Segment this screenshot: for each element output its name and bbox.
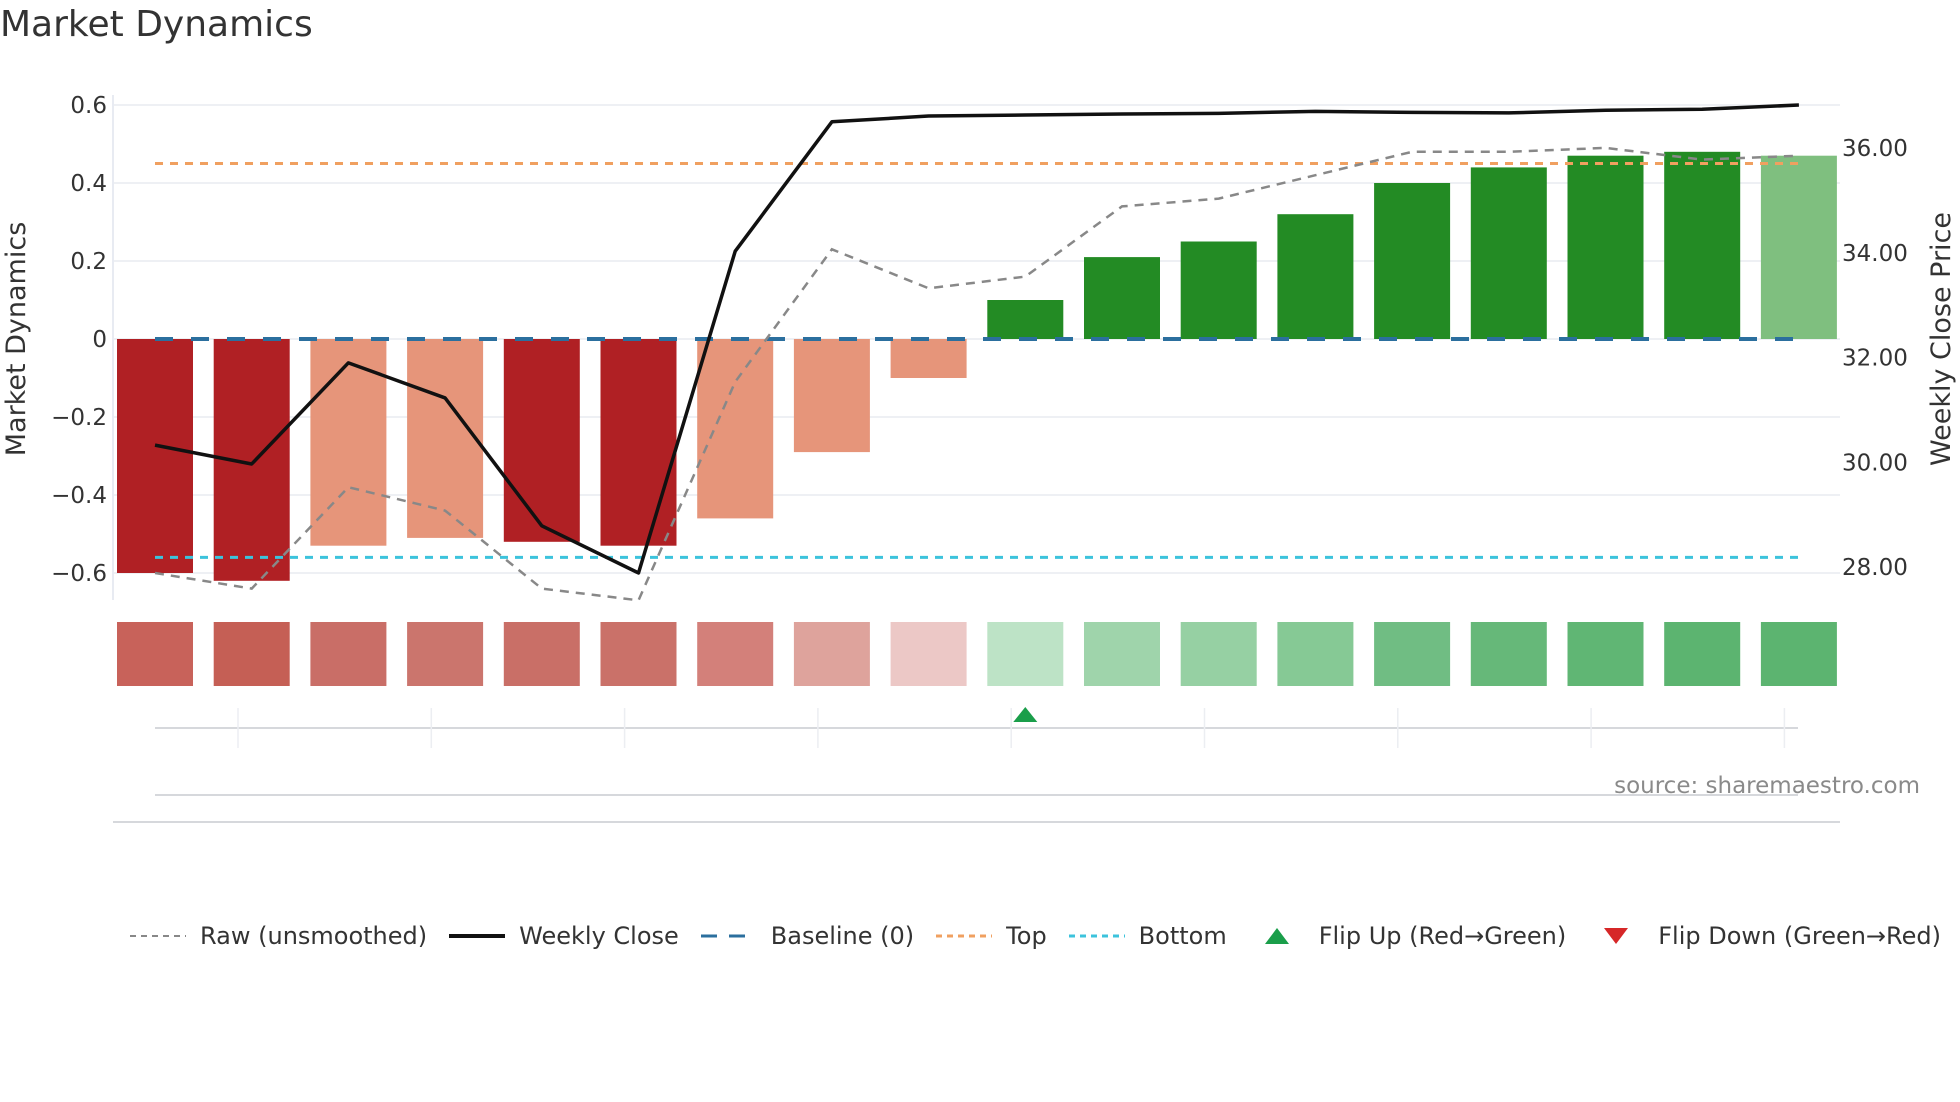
bar[interactable] <box>407 339 484 538</box>
bar[interactable] <box>1084 257 1160 339</box>
legend-item-raw[interactable]: Raw (unsmoothed) <box>128 922 427 950</box>
heat-cell <box>1374 622 1451 686</box>
legend-label: Baseline (0) <box>770 922 915 950</box>
bar[interactable] <box>1180 241 1257 340</box>
source-note: source: sharemaestro.com <box>1614 773 1920 799</box>
legend-item-weekly-close[interactable]: Weekly Close <box>447 922 679 950</box>
y-tick-left: 0 <box>92 327 107 353</box>
axes: 0.6 0.4 0.2 0 −0.2 −0.4 −0.6 36.00 34.00 32.00 30.… <box>51 93 1908 600</box>
y-tick-right: 36.00 <box>1842 136 1908 162</box>
heat-cell <box>697 622 774 686</box>
y-axis-title-left: Market Dynamics <box>1 222 32 457</box>
y-tick-left: −0.4 <box>51 483 107 509</box>
bar[interactable] <box>600 339 677 546</box>
legend-label: Weekly Close <box>519 922 679 950</box>
flip-down-legend-icon <box>1586 926 1646 946</box>
flip-up-legend-icon <box>1247 926 1307 946</box>
heat-cell <box>600 622 677 686</box>
legend-label: Top <box>1006 922 1047 950</box>
chart-title: Market Dynamics <box>0 4 313 45</box>
y-tick-left: −0.6 <box>51 561 107 587</box>
heat-cell <box>503 622 580 686</box>
line-series <box>154 103 1799 602</box>
heat-cell <box>117 622 193 686</box>
y-tick-left: 0.4 <box>70 171 107 197</box>
flip-up-marker-icon[interactable] <box>1013 707 1038 722</box>
heat-cell <box>1084 622 1160 686</box>
legend-item-top[interactable]: Top <box>934 922 1047 950</box>
y-tick-left: 0.6 <box>70 93 107 119</box>
legend-label: Flip Up (Red→Green) <box>1318 922 1567 950</box>
bar[interactable] <box>117 339 193 573</box>
raw-line <box>154 146 1799 602</box>
heat-cell <box>987 622 1064 686</box>
gridlines <box>113 104 1840 574</box>
bar[interactable] <box>697 339 774 519</box>
bar[interactable] <box>503 339 580 542</box>
y-tick-left: −0.2 <box>51 405 107 431</box>
baseline-legend-icon <box>699 926 759 946</box>
bar[interactable] <box>1374 183 1451 339</box>
heat-cell <box>890 622 967 686</box>
y-axis-title-right: Weekly Close Price <box>1926 212 1957 466</box>
y-tick-right: 28.00 <box>1842 555 1908 581</box>
y-tick-left: 0.2 <box>70 249 107 275</box>
bar[interactable] <box>1567 155 1644 339</box>
heat-strip <box>117 622 1837 686</box>
raw-legend-icon <box>128 926 188 946</box>
legend-label: Bottom <box>1138 922 1227 950</box>
heat-cell <box>1664 622 1741 686</box>
legend-item-baseline[interactable]: Baseline (0) <box>699 922 914 950</box>
bar-series <box>117 151 1837 581</box>
legend-item-flip-down[interactable]: Flip Down (Green→Red) <box>1586 922 1941 950</box>
legend-label: Raw (unsmoothed) <box>200 922 428 950</box>
legend-item-flip-up[interactable]: Flip Up (Red→Green) <box>1247 922 1567 950</box>
heat-cell <box>1567 622 1644 686</box>
heat-cell <box>1277 622 1354 686</box>
heat-cell <box>213 622 290 686</box>
bar[interactable] <box>1760 155 1837 339</box>
bar[interactable] <box>1470 167 1547 339</box>
bar[interactable] <box>1664 151 1741 339</box>
heat-cell <box>407 622 484 686</box>
heat-cell <box>1180 622 1257 686</box>
heat-cell <box>1760 622 1837 686</box>
top-legend-icon <box>934 926 994 946</box>
weekly-close-line <box>154 103 1799 575</box>
y-tick-right: 34.00 <box>1842 241 1908 267</box>
weekly-close-legend-icon <box>447 926 507 946</box>
bar[interactable] <box>1277 214 1354 339</box>
reference-lines <box>155 162 1798 559</box>
y-tick-right: 32.00 <box>1842 346 1908 372</box>
heat-cell <box>310 622 387 686</box>
legend-item-bottom[interactable]: Bottom <box>1067 922 1227 950</box>
heat-cell <box>793 622 870 686</box>
legend: Raw (unsmoothed) Weekly Close Baseline (0)… <box>128 922 1960 950</box>
y-tick-right: 30.00 <box>1842 450 1908 476</box>
bar[interactable] <box>793 339 870 453</box>
heat-cell <box>1470 622 1547 686</box>
bottom-legend-icon <box>1067 926 1127 946</box>
legend-label: Flip Down (Green→Red) <box>1658 922 1941 950</box>
bar[interactable] <box>890 339 967 378</box>
bar[interactable] <box>987 300 1064 339</box>
flip-marker-row <box>113 707 1840 823</box>
